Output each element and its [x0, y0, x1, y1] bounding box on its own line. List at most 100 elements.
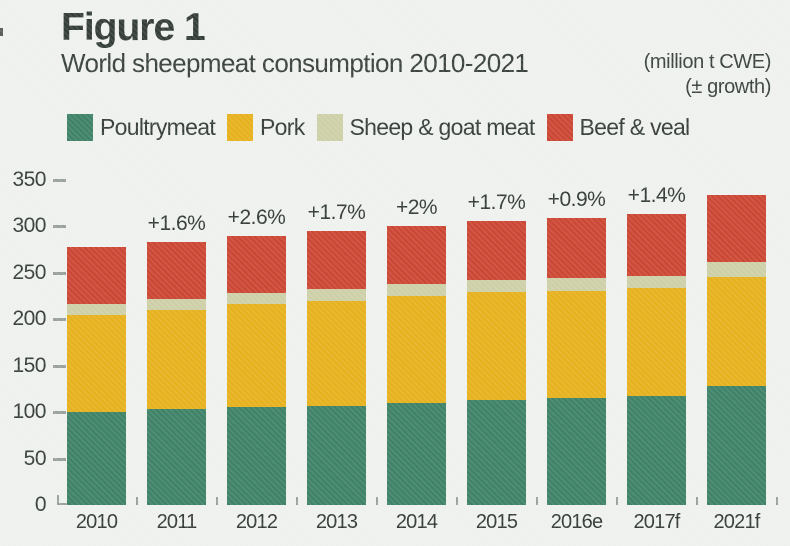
segment-sheep-goat-meat — [547, 278, 606, 291]
bar-2015: +1.7% — [467, 191, 526, 505]
x-axis-label-2021f: 2021f — [713, 511, 760, 533]
growth-label-2013: +1.7% — [307, 201, 366, 225]
segment-poultrymeat — [707, 386, 766, 505]
segment-sheep-goat-meat — [147, 298, 206, 310]
legend-label: Pork — [260, 114, 305, 140]
segment-sheep-goat-meat — [67, 303, 126, 315]
y-axis-tick-mark — [53, 225, 66, 229]
segment-beef-veal — [707, 194, 766, 262]
y-axis-tick-mark — [53, 364, 66, 368]
y-axis-tick-mark — [53, 318, 66, 322]
segment-pork — [707, 276, 766, 387]
segment-poultrymeat — [627, 396, 686, 505]
legend-swatch — [316, 114, 343, 141]
y-axis-tick-mark — [53, 271, 66, 275]
legend-label: Poultrymeat — [100, 114, 216, 140]
segment-beef-veal — [387, 225, 446, 284]
x-axis-label-2015: 2015 — [475, 511, 518, 533]
unit-note-cwe: (million t CWE) — [643, 51, 772, 73]
x-axis-tick-mark — [136, 497, 138, 505]
x-axis-tick-mark — [616, 497, 618, 505]
legend-item-beef-veal: Beef & veal — [546, 114, 691, 141]
segment-poultrymeat — [467, 400, 526, 505]
growth-label-2015: +1.7% — [467, 190, 526, 214]
bar-2014: +2% — [387, 196, 446, 506]
segment-beef-veal — [547, 218, 606, 279]
y-axis-tick-label: 200 — [12, 307, 46, 331]
segment-pork — [227, 304, 286, 408]
segment-sheep-goat-meat — [387, 284, 446, 297]
y-axis-tick-mark — [53, 457, 66, 461]
segment-poultrymeat — [387, 402, 446, 505]
axis-origin-corner — [57, 495, 67, 505]
x-axis-tick-mark — [296, 497, 298, 505]
legend: Poultrymeat Pork Sheep & goat meat Beef & v… — [67, 114, 691, 141]
y-axis-tick-label: 150 — [12, 353, 46, 377]
segment-sheep-goat-meat — [227, 293, 286, 305]
x-axis-tick-mark — [216, 497, 218, 505]
figure-label: Figure 1 — [61, 6, 206, 49]
x-axis-label-2011: 2011 — [156, 511, 198, 533]
segment-poultrymeat — [547, 398, 606, 505]
growth-label-2011: +1.6% — [147, 212, 206, 236]
unit-note-growth: (± growth) — [685, 76, 771, 98]
segment-pork — [627, 287, 686, 397]
segment-sheep-goat-meat — [307, 288, 366, 301]
bar-2017f: +1.4% — [627, 184, 686, 505]
x-axis-tick-mark — [776, 497, 778, 505]
chart-title: World sheepmeat consumption 2010-2021 — [61, 48, 529, 78]
y-axis-tick-mark — [53, 411, 66, 415]
bar-2021f — [707, 194, 766, 505]
x-axis-label-2010: 2010 — [75, 511, 118, 533]
x-axis-label-2017f: 2017f — [633, 511, 680, 533]
segment-beef-veal — [67, 246, 126, 304]
y-axis-tick-mark — [53, 179, 66, 182]
y-axis-tick-label: 350 — [12, 168, 46, 191]
legend-swatch — [546, 114, 573, 141]
segment-pork — [467, 292, 526, 401]
y-axis-tick-label: 300 — [12, 214, 46, 238]
growth-label-2014: +2% — [395, 195, 438, 219]
x-axis-tick-mark — [696, 497, 698, 505]
y-axis-tick-label: 100 — [12, 400, 46, 424]
bar-2011: +1.6% — [147, 212, 206, 505]
segment-beef-veal — [467, 220, 526, 281]
segment-pork — [387, 296, 446, 403]
growth-label-2016e: +0.9% — [547, 188, 606, 212]
growth-label-2012: +2.6% — [227, 205, 286, 229]
legend-label: Beef & veal — [579, 114, 691, 140]
bar-2010 — [67, 246, 126, 505]
x-axis-tick-mark — [456, 497, 458, 505]
bar-2016e: +0.9% — [547, 188, 606, 505]
segment-sheep-goat-meat — [627, 275, 686, 288]
segment-poultrymeat — [227, 407, 286, 505]
x-axis-tick-mark — [376, 497, 378, 505]
segment-poultrymeat — [67, 412, 126, 505]
y-axis-tick-label: 250 — [12, 260, 46, 284]
segment-poultrymeat — [307, 405, 366, 505]
y-axis-tick-label: 0 — [34, 493, 47, 516]
unit-notes: (million t CWE) (± growth) — [643, 50, 772, 100]
segment-pork — [547, 290, 606, 399]
x-axis-label-2014: 2014 — [395, 511, 438, 533]
legend-item-poultrymeat: Poultrymeat — [67, 114, 216, 141]
growth-label-2017f: +1.4% — [627, 184, 686, 208]
segment-sheep-goat-meat — [707, 261, 766, 277]
segment-pork — [307, 300, 366, 406]
bar-2013: +1.7% — [307, 201, 366, 505]
legend-label: Sheep & goat meat — [349, 114, 536, 140]
segment-beef-veal — [627, 214, 686, 276]
segment-beef-veal — [147, 242, 206, 299]
segment-poultrymeat — [147, 409, 206, 505]
segment-beef-veal — [307, 231, 366, 289]
segment-beef-veal — [227, 235, 286, 294]
legend-swatch — [227, 114, 254, 141]
bar-2012: +2.6% — [227, 206, 286, 505]
segment-pork — [67, 314, 126, 413]
legend-item-sheep-goat-meat: Sheep & goat meat — [316, 114, 536, 141]
legend-swatch — [67, 114, 93, 141]
segment-pork — [147, 309, 206, 410]
x-axis-label-2013: 2013 — [315, 511, 358, 533]
y-axis-tick-label: 50 — [23, 446, 47, 470]
